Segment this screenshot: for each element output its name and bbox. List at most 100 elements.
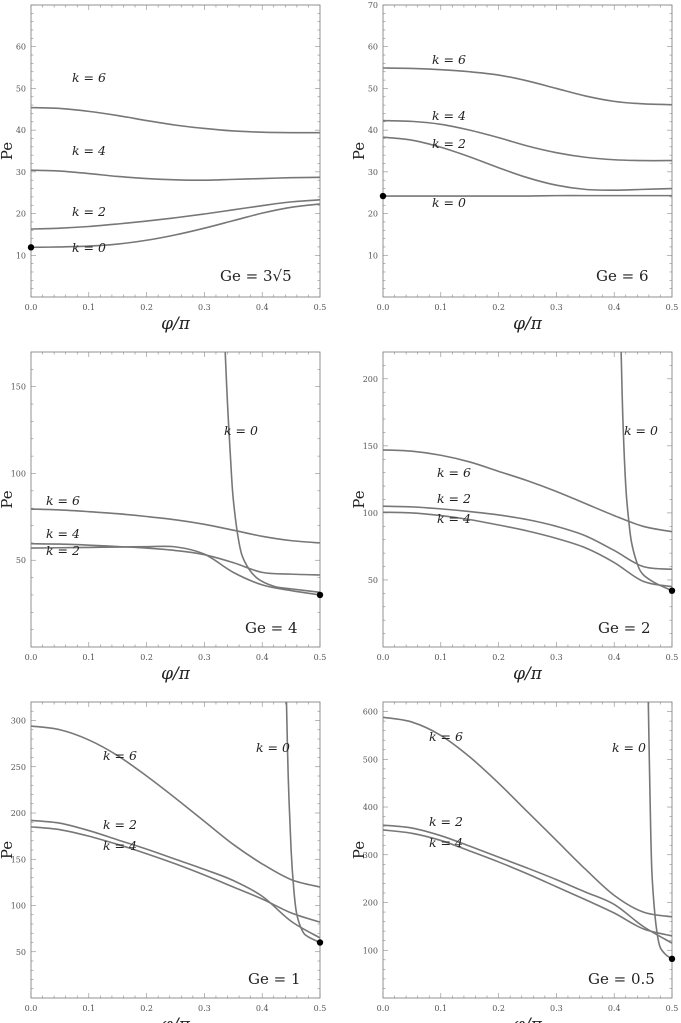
x-tick-label: 0.2	[492, 653, 505, 662]
series-line-k0	[620, 352, 672, 592]
x-tick-label: 0.3	[198, 303, 211, 312]
chart-panel-0: 0.0 0.1 0.2 0.3 0.4 0.5 10 20 30 40 50 60 φ/π Pe k = 6…	[0, 4, 327, 334]
series-line-k0	[647, 702, 672, 960]
x-axis-label: φ/π	[513, 664, 543, 684]
series-line-k4	[383, 511, 672, 588]
x-tick-label: 0.0	[25, 1004, 38, 1013]
y-tick-label: 20	[16, 210, 26, 219]
chart-panel-5: 0.0 0.1 0.2 0.3 0.4 0.5 100 200 300 400 500 600 φ/π P…	[350, 701, 679, 1023]
series-label: k = 6	[432, 52, 466, 67]
y-tick-label: 600	[363, 708, 378, 717]
y-axis-label: Pe	[350, 490, 368, 508]
series-label: k = 2	[46, 543, 80, 558]
y-tick-label: 250	[11, 763, 26, 772]
series-label: k = 0	[256, 740, 290, 755]
x-tick-label: 0.1	[434, 1004, 447, 1013]
x-tick-label: 0.3	[198, 1004, 211, 1013]
series-label: k = 0	[224, 423, 258, 438]
x-tick-label: 0.3	[550, 303, 563, 312]
data-marker	[668, 587, 676, 594]
series-label: k = 6	[103, 748, 137, 763]
series-line-k6	[383, 716, 672, 918]
y-tick-label: 150	[11, 383, 26, 392]
x-tick-label: 0.4	[608, 1004, 621, 1013]
series-label: k = 4	[72, 143, 106, 158]
y-tick-label: 300	[11, 717, 26, 726]
y-axis-label: Pe	[0, 490, 16, 508]
data-marker	[27, 244, 35, 251]
x-tick-label: 0.5	[314, 653, 327, 662]
x-tick-label: 0.2	[140, 303, 153, 312]
chart-panel-1: 0.0 0.1 0.2 0.3 0.4 0.5 10 20 30 40 50 60 70 φ/π Pe k =…	[350, 1, 678, 334]
y-tick-label: 60	[368, 43, 378, 52]
y-tick-label: 40	[368, 126, 378, 135]
series-label: k = 0	[624, 423, 658, 438]
x-tick-label: 0.2	[492, 303, 505, 312]
panel-label: Ge = 6	[596, 267, 649, 285]
y-tick-label: 200	[363, 899, 378, 908]
plot-frame	[30, 4, 321, 298]
y-tick-label: 500	[363, 755, 378, 764]
data-marker	[379, 192, 387, 200]
y-tick-label: 100	[363, 509, 378, 518]
y-axis-label: Pe	[350, 841, 368, 859]
y-tick-label: 70	[368, 1, 378, 10]
x-axis-label: φ/π	[513, 1015, 543, 1023]
y-axis-label: Pe	[0, 142, 16, 160]
series-line-k4	[383, 119, 672, 162]
series-line-k0	[285, 702, 320, 944]
x-tick-label: 0.4	[256, 303, 269, 312]
x-tick-label: 0.4	[256, 1004, 269, 1013]
x-tick-label: 0.1	[434, 653, 447, 662]
x-tick-label: 0.1	[82, 303, 95, 312]
series-line-k4	[31, 542, 320, 576]
series-label: k = 4	[432, 108, 466, 123]
x-tick-label: 0.5	[666, 653, 679, 662]
series-label: k = 6	[46, 493, 80, 508]
y-tick-label: 40	[16, 126, 26, 135]
y-tick-label: 20	[368, 210, 378, 219]
series-label: k = 6	[429, 729, 463, 744]
series-line-k4	[31, 826, 320, 923]
x-axis-label: φ/π	[161, 664, 191, 684]
series-line-k2	[31, 199, 320, 230]
panel-label: Ge = 3√5	[220, 267, 292, 285]
x-tick-label: 0.0	[377, 1004, 390, 1013]
series-line-k6	[31, 725, 320, 888]
x-tick-label: 0.1	[434, 303, 447, 312]
y-tick-label: 150	[11, 855, 26, 864]
plot-frame	[382, 351, 673, 648]
y-tick-label: 100	[363, 946, 378, 955]
series-line-k0	[224, 352, 320, 594]
x-tick-label: 0.1	[82, 1004, 95, 1013]
data-marker	[668, 955, 676, 963]
x-axis-label: φ/π	[513, 314, 543, 334]
series-label: k = 0	[432, 195, 466, 210]
x-axis-label: φ/π	[161, 314, 191, 334]
y-tick-label: 400	[363, 803, 378, 812]
y-tick-label: 150	[363, 442, 378, 451]
y-tick-label: 100	[11, 469, 26, 478]
x-tick-label: 0.0	[377, 653, 390, 662]
x-tick-label: 0.0	[25, 653, 38, 662]
x-tick-label: 0.4	[608, 303, 621, 312]
x-tick-label: 0.4	[256, 653, 269, 662]
y-axis-label: Pe	[0, 841, 16, 859]
data-marker	[316, 939, 324, 946]
series-line-k2	[31, 545, 320, 596]
series-label: k = 0	[72, 240, 106, 255]
series-label: k = 4	[103, 838, 137, 853]
x-tick-label: 0.5	[314, 303, 327, 312]
series-line-k6	[31, 106, 320, 134]
y-tick-label: 200	[363, 375, 378, 384]
x-tick-label: 0.5	[666, 1004, 679, 1013]
series-line-k2	[383, 505, 672, 571]
x-tick-label: 0.0	[25, 303, 38, 312]
y-tick-label: 30	[16, 168, 26, 177]
series-label: k = 0	[612, 740, 646, 755]
x-tick-label: 0.2	[140, 1004, 153, 1013]
x-tick-label: 0.2	[492, 1004, 505, 1013]
data-marker	[316, 591, 324, 599]
series-line-k2	[383, 824, 672, 944]
